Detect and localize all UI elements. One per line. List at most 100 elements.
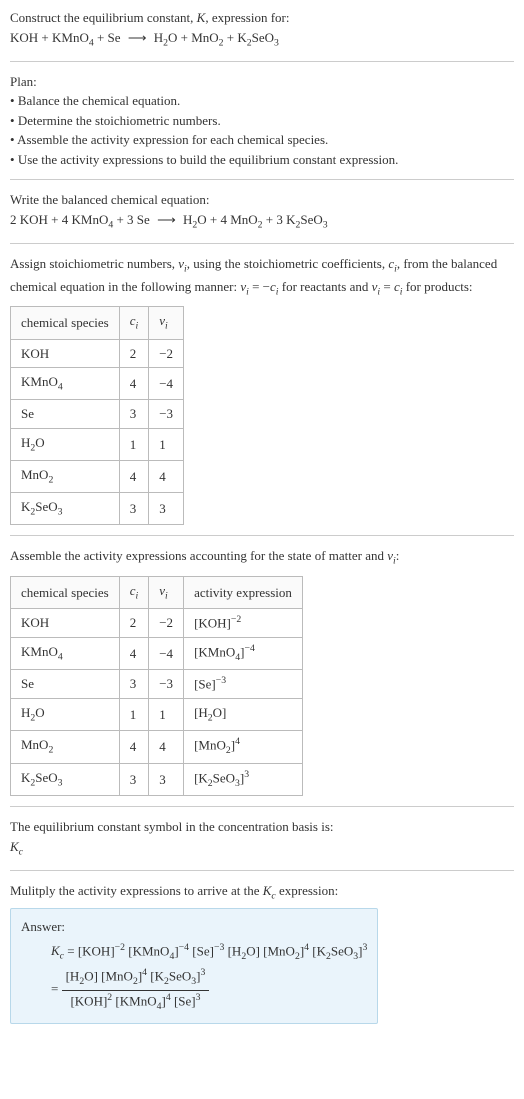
- cell-species: MnO2: [11, 461, 120, 493]
- answer-fraction: = [H2O] [MnO2]4 [K2SeO3]3 [KOH]2 [KMnO4]…: [51, 966, 367, 1014]
- separator: [10, 179, 514, 180]
- separator: [10, 806, 514, 807]
- cell-ci: 3: [119, 763, 149, 796]
- cell-species: Se: [11, 400, 120, 429]
- plan-item: • Assemble the activity expression for e…: [10, 130, 514, 150]
- cell-activity: [KMnO4]−4: [184, 637, 303, 670]
- separator: [10, 61, 514, 62]
- cell-ci: 3: [119, 400, 149, 429]
- cell-nu: −4: [149, 637, 184, 670]
- cell-species: H2O: [11, 699, 120, 731]
- separator: [10, 535, 514, 536]
- answer-box: Answer: Kc = [KOH]−2 [KMnO4]−4 [Se]−3 [H…: [10, 908, 378, 1023]
- balanced-heading: Write the balanced chemical equation:: [10, 190, 514, 210]
- plan-item: • Balance the chemical equation.: [10, 91, 514, 111]
- plan-item: • Use the activity expressions to build …: [10, 150, 514, 170]
- cell-species: KOH: [11, 608, 120, 637]
- cell-nu: 1: [149, 699, 184, 731]
- assemble-text: Assemble the activity expressions accoun…: [10, 546, 514, 569]
- symbol-text: The equilibrium constant symbol in the c…: [10, 817, 514, 837]
- cell-ci: 3: [119, 493, 149, 525]
- separator: [10, 870, 514, 871]
- cell-nu: 1: [149, 428, 184, 460]
- plan-item-text: Balance the chemical equation.: [18, 93, 180, 108]
- table-row: KMnO44−4[KMnO4]−4: [11, 637, 303, 670]
- multiply-text: Mulitply the activity expressions to arr…: [10, 881, 514, 904]
- cell-activity: [H2O]: [184, 699, 303, 731]
- plan-item: • Determine the stoichiometric numbers.: [10, 111, 514, 131]
- cell-species: KMnO4: [11, 637, 120, 670]
- intro-block: Construct the equilibrium constant, K, e…: [10, 8, 514, 51]
- cell-ci: 2: [119, 608, 149, 637]
- table-header: chemical species: [11, 307, 120, 339]
- answer-equation: Kc = [KOH]−2 [KMnO4]−4 [Se]−3 [H2O] [MnO…: [51, 941, 367, 965]
- cell-ci: 4: [119, 368, 149, 400]
- plan-item-text: Assemble the activity expression for eac…: [17, 132, 328, 147]
- answer-label: Answer:: [21, 917, 367, 937]
- table-row: Se3−3: [11, 400, 184, 429]
- table-header: νi: [149, 576, 184, 608]
- table-header: activity expression: [184, 576, 303, 608]
- cell-ci: 2: [119, 339, 149, 368]
- plan-item-text: Use the activity expressions to build th…: [18, 152, 399, 167]
- cell-ci: 3: [119, 670, 149, 699]
- table-header-row: chemical species ci νi: [11, 307, 184, 339]
- table-header: ci: [119, 576, 149, 608]
- assign-text: Assign stoichiometric numbers, νi, using…: [10, 256, 497, 294]
- table-row: K2SeO333[K2SeO3]3: [11, 763, 303, 796]
- table-header-row: chemical species ci νi activity expressi…: [11, 576, 303, 608]
- cell-species: Se: [11, 670, 120, 699]
- separator: [10, 243, 514, 244]
- cell-species: KMnO4: [11, 368, 120, 400]
- cell-nu: 4: [149, 731, 184, 764]
- table-row: H2O11: [11, 428, 184, 460]
- cell-activity: [Se]−3: [184, 670, 303, 699]
- cell-species: K2SeO3: [11, 493, 120, 525]
- cell-species: MnO2: [11, 731, 120, 764]
- table-row: K2SeO333: [11, 493, 184, 525]
- table-row: KMnO44−4: [11, 368, 184, 400]
- stoich-table: chemical species ci νi KOH2−2 KMnO44−4 S…: [10, 306, 184, 525]
- assemble-block: Assemble the activity expressions accoun…: [10, 546, 514, 796]
- symbol-kc: Kc: [10, 837, 514, 860]
- cell-ci: 4: [119, 731, 149, 764]
- multiply-block: Mulitply the activity expressions to arr…: [10, 881, 514, 1023]
- plan-block: Plan: • Balance the chemical equation. •…: [10, 72, 514, 170]
- assign-block: Assign stoichiometric numbers, νi, using…: [10, 254, 514, 526]
- balanced-block: Write the balanced chemical equation: 2 …: [10, 190, 514, 233]
- table-row: KOH2−2: [11, 339, 184, 368]
- fraction: [H2O] [MnO2]4 [K2SeO3]3 [KOH]2 [KMnO4]4 …: [62, 966, 210, 1014]
- symbol-block: The equilibrium constant symbol in the c…: [10, 817, 514, 860]
- cell-activity: [K2SeO3]3: [184, 763, 303, 796]
- activity-table: chemical species ci νi activity expressi…: [10, 576, 303, 797]
- table-row: H2O11[H2O]: [11, 699, 303, 731]
- cell-nu: −2: [149, 608, 184, 637]
- cell-nu: −2: [149, 339, 184, 368]
- cell-ci: 4: [119, 637, 149, 670]
- cell-nu: −4: [149, 368, 184, 400]
- cell-ci: 1: [119, 699, 149, 731]
- cell-species: K2SeO3: [11, 763, 120, 796]
- cell-ci: 1: [119, 428, 149, 460]
- table-row: MnO244: [11, 461, 184, 493]
- table-row: MnO244[MnO2]4: [11, 731, 303, 764]
- cell-nu: −3: [149, 400, 184, 429]
- cell-species: KOH: [11, 339, 120, 368]
- table-header: ci: [119, 307, 149, 339]
- cell-ci: 4: [119, 461, 149, 493]
- table-row: Se3−3[Se]−3: [11, 670, 303, 699]
- fraction-denominator: [KOH]2 [KMnO4]4 [Se]3: [62, 991, 210, 1015]
- table-header: chemical species: [11, 576, 120, 608]
- table-header: νi: [149, 307, 184, 339]
- cell-activity: [MnO2]4: [184, 731, 303, 764]
- table-row: KOH2−2[KOH]−2: [11, 608, 303, 637]
- cell-nu: 3: [149, 763, 184, 796]
- intro-line1: Construct the equilibrium constant, K, e…: [10, 8, 514, 28]
- fraction-numerator: [H2O] [MnO2]4 [K2SeO3]3: [62, 966, 210, 991]
- plan-heading: Plan:: [10, 72, 514, 92]
- intro-equation: KOH + KMnO4 + Se ⟶ H2O + MnO2 + K2SeO3: [10, 28, 514, 51]
- balanced-equation: 2 KOH + 4 KMnO4 + 3 Se ⟶ H2O + 4 MnO2 + …: [10, 210, 514, 233]
- plan-item-text: Determine the stoichiometric numbers.: [18, 113, 221, 128]
- cell-nu: 3: [149, 493, 184, 525]
- cell-nu: 4: [149, 461, 184, 493]
